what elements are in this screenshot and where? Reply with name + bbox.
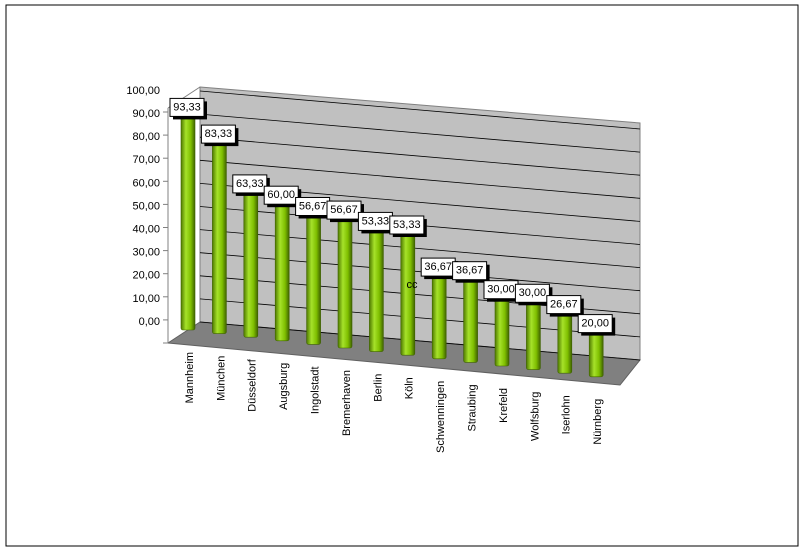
bar: [337, 216, 353, 349]
value-label-box: [452, 261, 488, 281]
x-tick-label: Krefeld: [498, 388, 510, 423]
bar: [494, 296, 510, 367]
value-label-box: [514, 283, 550, 303]
value-label: 36,67: [456, 265, 484, 277]
bar: [180, 114, 196, 331]
x-tick-label: Düsseldorf: [247, 358, 259, 412]
y-tick-label: 50,00: [132, 200, 160, 212]
grid-line: [199, 159, 641, 199]
y-tick-label: 30,00: [132, 247, 160, 259]
value-label-box: [577, 314, 613, 334]
bar: [212, 140, 227, 334]
value-label: 30,00: [487, 284, 515, 296]
value-label: 53,33: [393, 219, 421, 231]
grid-line: [199, 252, 641, 292]
x-tick-label: Iserlohn: [561, 395, 573, 434]
x-tick-label: München: [215, 356, 227, 401]
grid-line: [199, 229, 641, 268]
annotation: cc: [407, 279, 419, 291]
y-tick-label: 70,00: [132, 154, 160, 166]
grid-line: [199, 113, 641, 153]
x-tick-label: Schwenningen: [435, 381, 447, 453]
value-label: 30,00: [519, 287, 547, 299]
value-label-box: [263, 185, 299, 205]
x-tick-label: Straubing: [467, 384, 479, 431]
value-label-box: [326, 200, 362, 220]
x-tick-label: Nürnberg: [592, 399, 604, 445]
y-tick-label: 10,00: [132, 293, 160, 305]
value-label: 56,67: [330, 204, 358, 216]
value-label-box: [389, 215, 425, 235]
value-label-box: [169, 97, 205, 117]
bar: [243, 190, 259, 338]
value-label-box: [232, 174, 268, 194]
x-tick-label: Köln: [404, 377, 416, 399]
value-label: 20,00: [581, 318, 609, 330]
y-tick-label: 0,00: [139, 316, 160, 328]
grid-line: [199, 136, 641, 176]
bar: [369, 228, 384, 352]
x-tick-label: Wolfsburg: [529, 392, 541, 441]
y-tick-label: 20,00: [132, 270, 160, 282]
value-label: 63,33: [236, 178, 264, 190]
y-tick-label: 60,00: [132, 177, 160, 189]
bar: [274, 201, 290, 342]
y-tick-label: 100,00: [126, 85, 160, 97]
value-label: 60,00: [267, 189, 295, 201]
y-tick-label: 80,00: [132, 131, 160, 143]
value-label: 36,67: [424, 261, 452, 273]
value-label: 56,67: [299, 200, 327, 212]
bar: [588, 330, 604, 378]
x-tick-label: Bremerhaven: [341, 370, 353, 436]
x-tick-label: Ingolstadt: [310, 366, 322, 414]
y-tick-label: 90,00: [132, 108, 160, 120]
x-tick-label: Mannheim: [184, 352, 196, 403]
bar: [400, 231, 416, 356]
bar: [526, 299, 541, 370]
bar: [306, 213, 321, 345]
value-label: 93,33: [173, 101, 201, 113]
x-tick-label: Augsburg: [278, 363, 290, 410]
grid-line: [199, 90, 641, 130]
bar: [463, 277, 478, 363]
y-tick-label: 40,00: [132, 224, 160, 236]
value-label: 83,33: [205, 128, 233, 140]
value-label-box: [546, 295, 582, 315]
bar: [431, 273, 447, 360]
x-tick-label: Berlin: [372, 374, 384, 402]
value-label: 26,67: [550, 298, 578, 310]
value-label: 53,33: [362, 215, 390, 227]
bar: [557, 311, 573, 374]
value-label-box: [200, 124, 236, 144]
